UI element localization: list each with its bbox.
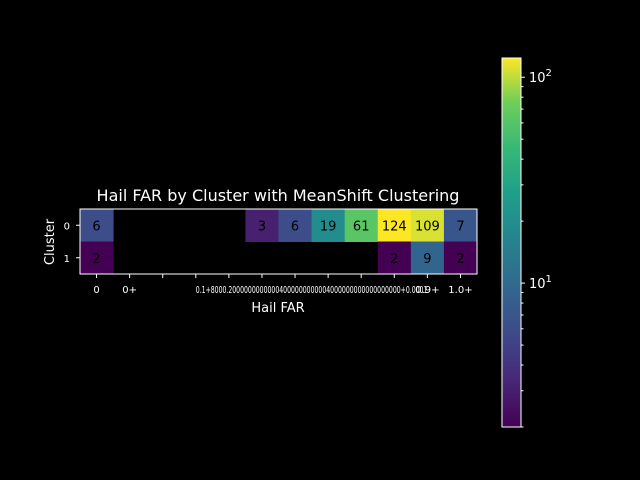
heatmap-cell (377, 209, 412, 242)
x-tick-label-overlap: 0.1+8000.2000000000000400000000000400000… (196, 285, 428, 296)
cell-value-label: 9 (423, 252, 431, 267)
cell-value-label: 7 (456, 219, 464, 234)
heatmap-cell (443, 209, 478, 242)
x-tick-label: 0 (93, 285, 99, 296)
x-axis-ticks: 0 0+ 0.9+ 1.0+ 0.1+8000.20000000000004000000… (93, 274, 473, 296)
y-axis-ticks: 01 (64, 221, 80, 265)
heatmap-cell (410, 209, 445, 242)
heatmap-cell (245, 209, 279, 242)
cell-value-label: 2 (456, 252, 464, 267)
heatmap-cell (443, 241, 478, 275)
heatmap-cell (80, 241, 114, 275)
heatmap-cell (377, 241, 412, 275)
y-tick-label: 1 (64, 254, 70, 265)
heatmap-cell (278, 209, 313, 242)
cell-value-label: 61 (353, 219, 370, 234)
plot-frame (79, 208, 478, 275)
cell-value-label: 124 (382, 219, 407, 234)
cell-value-label: 3 (258, 219, 266, 234)
x-tick-label: 0+ (122, 285, 137, 296)
heatmap-cell (344, 209, 379, 242)
colorbar (501, 57, 522, 428)
cell-value-label: 6 (291, 219, 299, 234)
heatmap-cell (410, 241, 445, 275)
heatmap-cell (80, 209, 114, 242)
cell-value-label: 19 (320, 219, 337, 234)
y-tick-label: 0 (64, 221, 70, 232)
x-axis-label: Hail FAR (251, 301, 304, 316)
x-tick-label: 1.0+ (448, 285, 472, 296)
colorbar-tick-label: 101 (529, 274, 552, 292)
colorbar-ticks: 101 102 (521, 68, 552, 428)
heatmap-cells: 6 3 6 19 61 124 109 7 2 2 9 2 (80, 209, 478, 275)
colorbar-tick-label: 102 (529, 68, 552, 86)
cell-value-label: 2 (92, 252, 100, 267)
cell-value-label: 6 (92, 219, 100, 234)
chart-title: Hail FAR by Cluster with MeanShift Clust… (97, 186, 460, 205)
y-axis-label: Cluster (43, 218, 58, 265)
x-tick-label: 0.9+ (415, 285, 439, 296)
cell-value-label: 109 (415, 219, 440, 234)
cell-value-label: 2 (390, 252, 398, 267)
heatmap-cell (311, 209, 346, 242)
